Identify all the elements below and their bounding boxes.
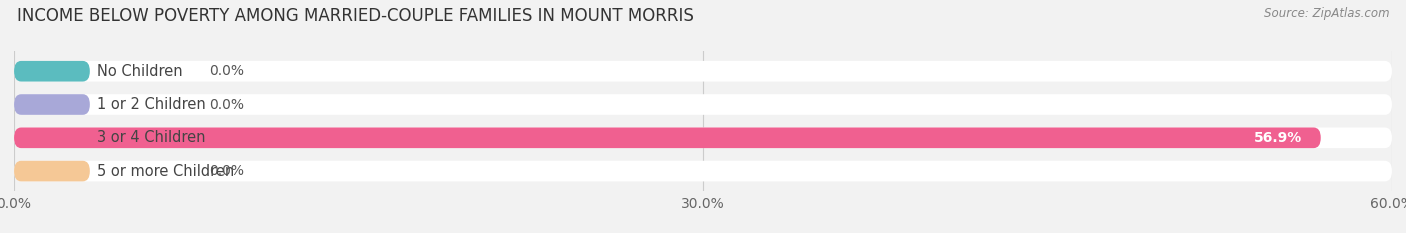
Text: 3 or 4 Children: 3 or 4 Children <box>97 130 205 145</box>
FancyBboxPatch shape <box>14 61 1392 82</box>
FancyBboxPatch shape <box>14 127 1320 148</box>
Text: Source: ZipAtlas.com: Source: ZipAtlas.com <box>1264 7 1389 20</box>
Text: 0.0%: 0.0% <box>209 64 245 78</box>
Text: 5 or more Children: 5 or more Children <box>97 164 233 178</box>
Text: 0.0%: 0.0% <box>209 164 245 178</box>
Text: INCOME BELOW POVERTY AMONG MARRIED-COUPLE FAMILIES IN MOUNT MORRIS: INCOME BELOW POVERTY AMONG MARRIED-COUPL… <box>17 7 693 25</box>
FancyBboxPatch shape <box>14 161 1392 182</box>
FancyBboxPatch shape <box>14 161 90 182</box>
FancyBboxPatch shape <box>14 127 1392 148</box>
FancyBboxPatch shape <box>14 61 90 82</box>
Text: No Children: No Children <box>97 64 183 79</box>
FancyBboxPatch shape <box>14 94 1392 115</box>
Text: 1 or 2 Children: 1 or 2 Children <box>97 97 205 112</box>
Text: 0.0%: 0.0% <box>209 98 245 112</box>
Text: 56.9%: 56.9% <box>1254 131 1302 145</box>
FancyBboxPatch shape <box>14 94 90 115</box>
